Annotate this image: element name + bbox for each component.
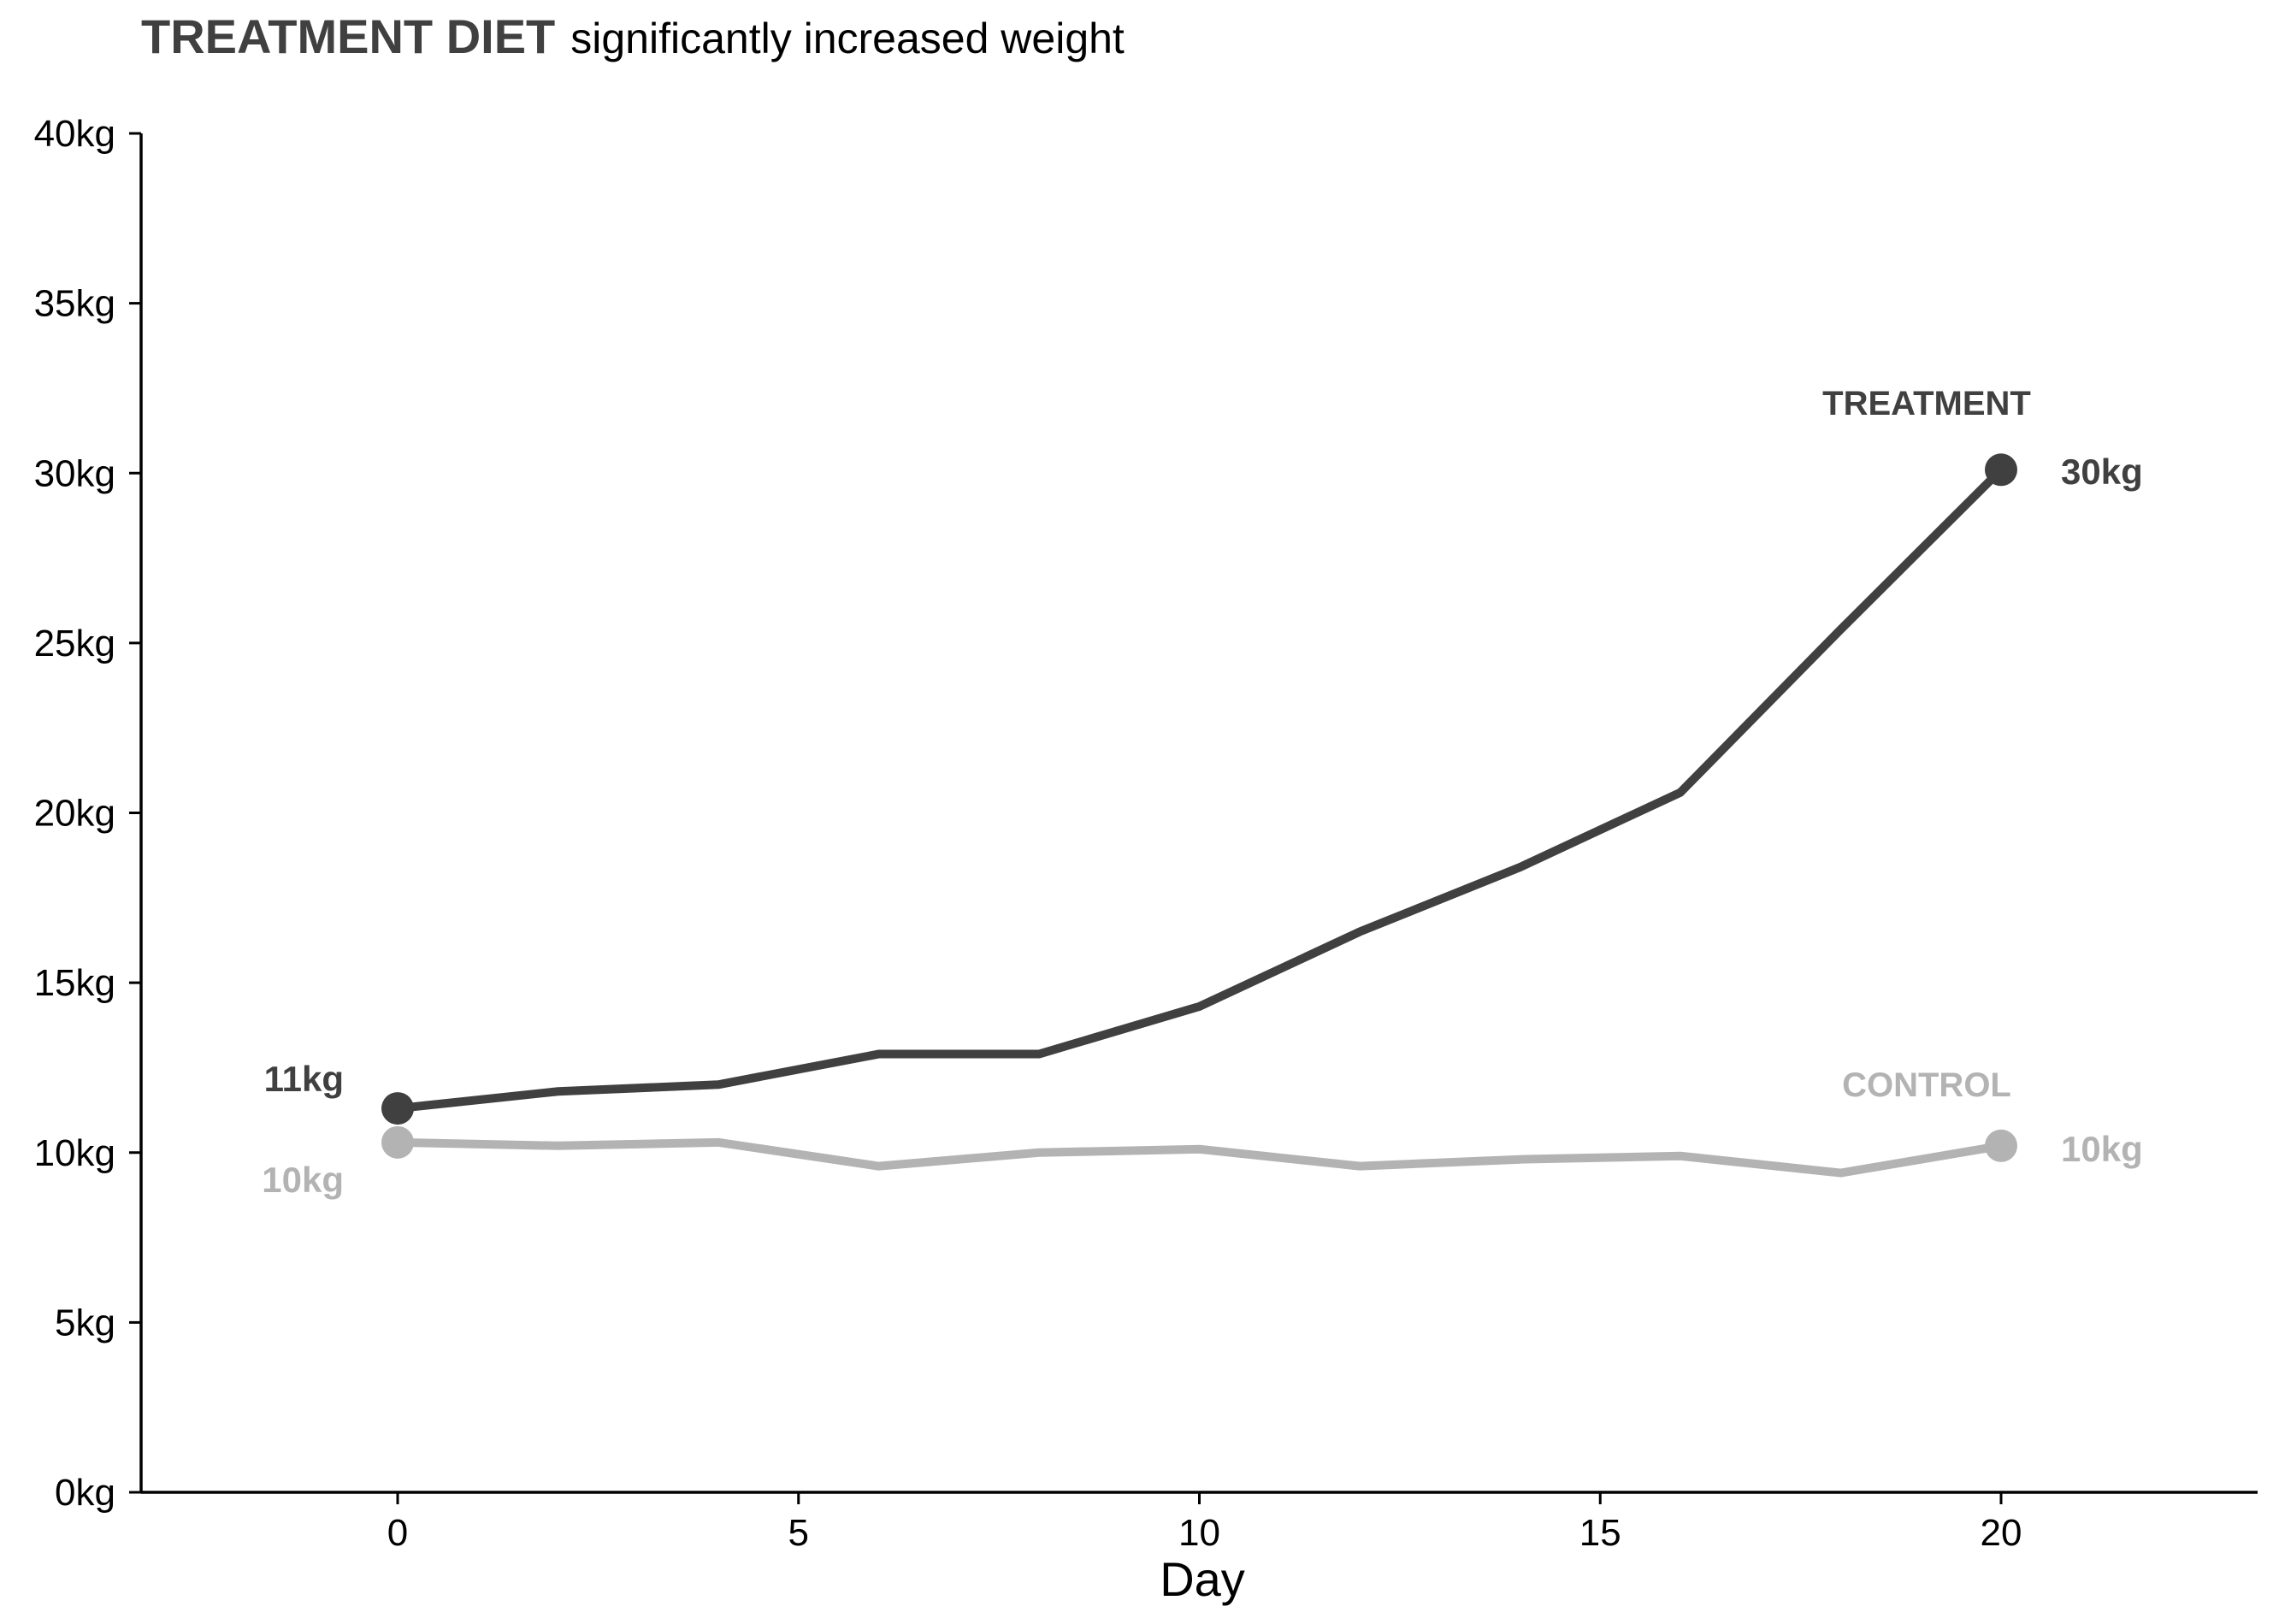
control-series-label: CONTROL xyxy=(1842,1066,2011,1104)
treatment-start-value-label: 11kg xyxy=(264,1059,344,1099)
x-tick-label: 15 xyxy=(1579,1512,1621,1554)
y-axis: 0kg 5kg 10kg 15kg 20kg 25kg 30kg 35kg 40kg xyxy=(34,113,143,1514)
x-tick-label: 0 xyxy=(387,1512,408,1554)
treatment-end-value-label: 30kg xyxy=(2061,452,2143,492)
treatment-line xyxy=(393,465,2005,1113)
y-tick-label: 10kg xyxy=(34,1132,115,1174)
y-tick-label: 15kg xyxy=(34,962,115,1004)
treatment-end-point xyxy=(1985,453,2017,487)
series-labels: TREATMENT 30kg 11kg CONTROL 10kg 10kg xyxy=(262,385,2142,1200)
y-tick-label: 25kg xyxy=(34,623,115,664)
chart-title: TREATMENT DIET significantly increased we… xyxy=(141,9,1125,63)
chart-title-bold: TREATMENT DIET xyxy=(141,9,555,63)
y-tick-label: 0kg xyxy=(55,1472,115,1514)
x-tick-label: 20 xyxy=(1981,1512,2022,1554)
y-tick-label: 5kg xyxy=(55,1302,115,1343)
x-tick-label: 10 xyxy=(1178,1512,1220,1554)
control-start-point xyxy=(381,1125,414,1159)
series-markers xyxy=(381,453,2017,1162)
x-axis-title: Day xyxy=(1160,1552,1245,1606)
y-tick-label: 40kg xyxy=(34,113,115,155)
x-axis: 0 5 10 15 20 xyxy=(141,1491,2258,1554)
control-start-value-label: 10kg xyxy=(262,1160,344,1200)
control-end-value-label: 10kg xyxy=(2061,1129,2143,1169)
treatment-start-point xyxy=(381,1092,414,1125)
treatment-series-label: TREATMENT xyxy=(1822,385,2031,422)
control-line xyxy=(393,1137,2005,1178)
y-tick-label: 35kg xyxy=(34,283,115,325)
y-tick-label: 30kg xyxy=(34,452,115,494)
control-end-point xyxy=(1985,1129,2017,1162)
chart-title-rest: significantly increased weight xyxy=(570,15,1125,62)
y-tick-label: 20kg xyxy=(34,793,115,835)
x-tick-label: 5 xyxy=(788,1512,809,1554)
series-lines xyxy=(393,465,2005,1178)
